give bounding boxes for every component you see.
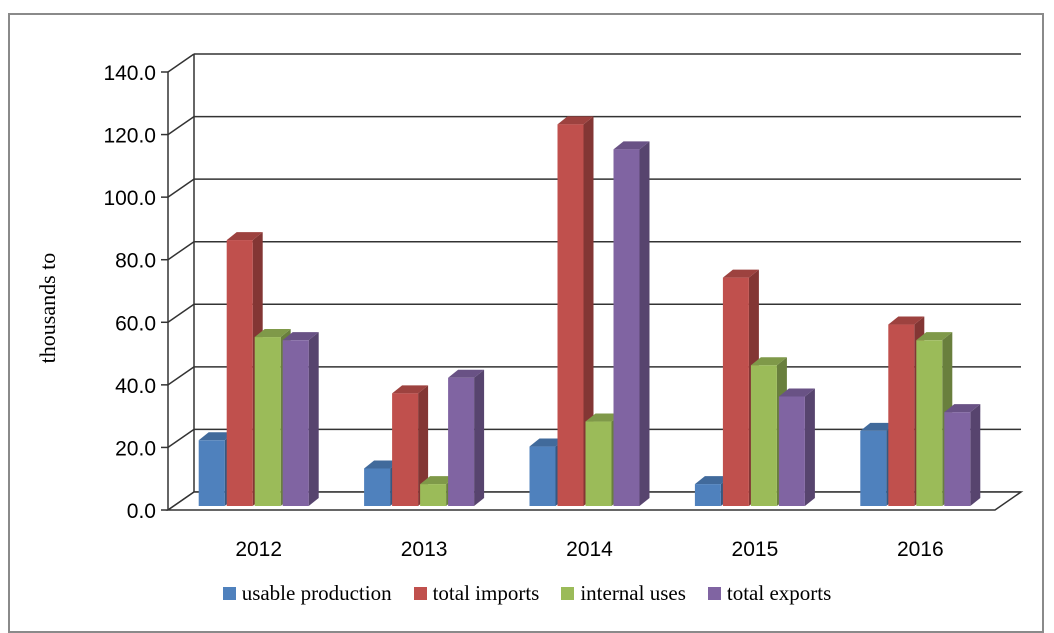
bar-top bbox=[944, 404, 981, 413]
bar-side bbox=[474, 369, 485, 506]
gridline-diagonal bbox=[167, 428, 195, 449]
legend-label-total-exports: total exports bbox=[726, 580, 832, 605]
bar-side bbox=[639, 141, 650, 507]
bar bbox=[944, 412, 971, 506]
bar bbox=[420, 484, 447, 506]
legend-label-usable-production: usable production bbox=[241, 580, 392, 605]
bar bbox=[557, 124, 584, 507]
bar-side bbox=[583, 116, 594, 507]
y-tick-label: 120.0 bbox=[103, 125, 156, 148]
bar bbox=[722, 277, 749, 506]
legend-swatch-total-imports bbox=[413, 586, 427, 600]
legend-item-total-imports: total imports bbox=[413, 580, 540, 606]
bar bbox=[585, 421, 612, 506]
legend-label-internal-uses: internal uses bbox=[580, 580, 686, 605]
bar bbox=[282, 340, 309, 506]
x-tick-label: 2012 bbox=[235, 538, 282, 561]
bar-top bbox=[778, 388, 815, 397]
bar-side bbox=[804, 388, 815, 506]
bar bbox=[198, 440, 225, 506]
bar bbox=[254, 337, 281, 506]
bar-top bbox=[585, 413, 622, 422]
bar-top bbox=[282, 332, 319, 341]
bar bbox=[448, 377, 475, 506]
bar bbox=[529, 446, 556, 506]
bar-top bbox=[364, 460, 401, 469]
y-tick-label: 140.0 bbox=[103, 62, 156, 85]
x-tick-label: 2015 bbox=[732, 538, 779, 561]
y-tick-label: 40.0 bbox=[115, 375, 156, 398]
legend-swatch-total-exports bbox=[707, 586, 721, 600]
bar-top bbox=[888, 316, 925, 325]
y-tick-label: 20.0 bbox=[115, 437, 156, 460]
x-tick-label: 2014 bbox=[566, 538, 613, 561]
bar bbox=[392, 393, 419, 506]
gridline-diagonal bbox=[167, 303, 195, 323]
bar-side bbox=[418, 385, 429, 506]
bar-top bbox=[529, 438, 566, 447]
bar-top bbox=[750, 357, 787, 366]
bar-top bbox=[722, 269, 759, 278]
bar-top bbox=[198, 432, 235, 441]
legend-item-usable-production: usable production bbox=[222, 580, 392, 606]
legend: usable production total imports internal… bbox=[0, 578, 1054, 608]
bar bbox=[694, 484, 721, 506]
bar-top bbox=[420, 476, 457, 485]
x-tick-label: 2013 bbox=[401, 538, 448, 561]
gridline-diagonal bbox=[167, 366, 195, 386]
bar bbox=[860, 430, 887, 506]
x-tick-label: 2016 bbox=[897, 538, 944, 561]
gridline-diagonal bbox=[167, 115, 195, 136]
bar-top bbox=[860, 422, 897, 431]
bar-top bbox=[254, 329, 291, 338]
legend-swatch-internal-uses bbox=[561, 586, 575, 600]
legend-swatch-usable-production bbox=[222, 586, 236, 600]
bar-side bbox=[970, 404, 981, 506]
bar bbox=[778, 396, 805, 506]
bar-top bbox=[226, 232, 263, 241]
bar bbox=[750, 365, 777, 506]
y-tick-label: 0.0 bbox=[127, 500, 156, 523]
gridline-diagonal bbox=[167, 178, 195, 198]
bar bbox=[613, 149, 640, 507]
gridline-diagonal bbox=[167, 241, 195, 261]
bar-side bbox=[308, 332, 319, 506]
bar bbox=[364, 468, 391, 506]
bar bbox=[916, 340, 943, 506]
y-tick-label: 80.0 bbox=[115, 250, 156, 273]
legend-item-total-exports: total exports bbox=[707, 580, 832, 606]
bar-top bbox=[694, 476, 731, 485]
legend-item-internal-uses: internal uses bbox=[561, 581, 686, 606]
bar-top bbox=[916, 332, 953, 341]
bar bbox=[226, 240, 253, 507]
bar-top bbox=[392, 385, 429, 394]
bar bbox=[888, 324, 915, 506]
y-tick-label: 100.0 bbox=[103, 187, 156, 210]
bar-top bbox=[448, 369, 485, 378]
bar-top bbox=[613, 141, 650, 150]
y-axis-label: thousands to bbox=[35, 252, 60, 364]
gridline-diagonal bbox=[167, 53, 195, 73]
y-tick-label: 60.0 bbox=[115, 312, 156, 335]
legend-label-total-imports: total imports bbox=[432, 580, 540, 605]
bar-top bbox=[557, 116, 594, 125]
